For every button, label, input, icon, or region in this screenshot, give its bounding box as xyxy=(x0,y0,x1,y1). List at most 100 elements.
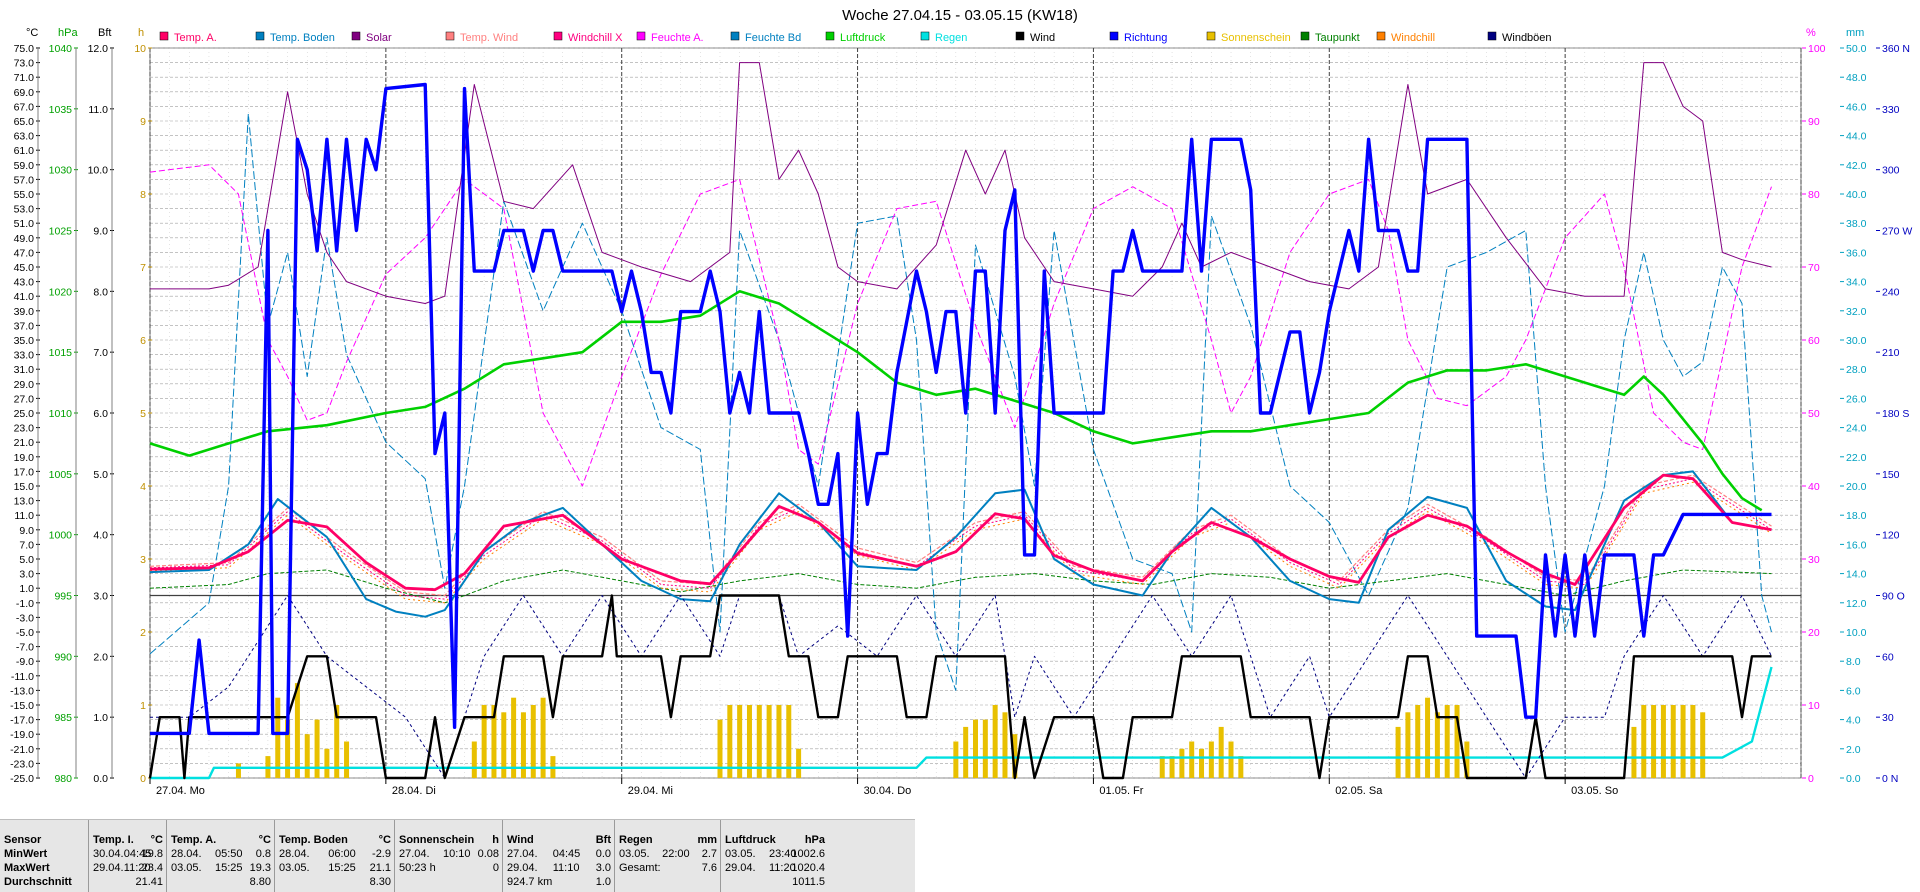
axis-tick-temp: 31.0 xyxy=(14,364,35,376)
axis-tick-mm: 14.0 xyxy=(1846,569,1867,581)
axis-tick-hpa: 1030 xyxy=(49,165,73,177)
legend-swatch xyxy=(1206,31,1216,41)
legend-label: Richtung xyxy=(1124,32,1167,44)
axis-tick-mm: 4.0 xyxy=(1846,715,1861,727)
axis-unit-mm: mm xyxy=(1846,27,1864,39)
sunshine-bar xyxy=(235,763,241,778)
axis-tick-dir: 180 S xyxy=(1882,408,1909,420)
axis-tick-h: 3 xyxy=(140,554,146,566)
stats-row: 29.04. 11:20 1020.4 xyxy=(725,862,825,874)
stats-row: 8.80 xyxy=(249,876,271,888)
axis-tick-temp: 7.0 xyxy=(19,539,34,551)
axis-tick-pct: 20 xyxy=(1808,627,1820,639)
axis-tick-mm: 18.0 xyxy=(1846,510,1867,522)
legend-label: Windchill X xyxy=(568,32,623,44)
axis-tick-mm: 32.0 xyxy=(1846,306,1867,318)
stats-row: 27.04. 04:45 0.0 xyxy=(507,848,611,860)
legend-label: Temp. Wind xyxy=(460,32,518,44)
axis-tick-temp: -23.0 xyxy=(10,758,34,770)
stats-row: 28.04. 06:00 -2.9 xyxy=(279,848,391,860)
sunshine-bar xyxy=(520,712,526,778)
stats-row: 924.7 km 1.0 xyxy=(507,876,611,888)
x-tick-label: 03.05. So xyxy=(1571,785,1618,797)
axis-tick-h: 6 xyxy=(140,335,146,347)
axis-tick-pct: 30 xyxy=(1808,554,1820,566)
stats-row: 03.05. 23:40 1002.6 xyxy=(725,848,825,860)
axis-tick-h: 4 xyxy=(140,481,146,493)
legend: Temp. A. Temp. Boden Solar Temp. Wind Windch… xyxy=(159,31,1552,44)
legend-swatch xyxy=(1376,31,1386,41)
legend-swatch xyxy=(351,31,361,41)
series-line-temp_wind xyxy=(149,474,1772,597)
axis-tick-mm: 8.0 xyxy=(1846,656,1861,668)
axis-tick-bft: 0.0 xyxy=(93,773,108,785)
axis-tick-temp: 69.0 xyxy=(14,87,35,99)
sunshine-bar xyxy=(1670,705,1676,778)
axis-tick-mm: 24.0 xyxy=(1846,423,1867,435)
legend-swatch xyxy=(255,31,265,41)
stats-col-wind: Wind Bft 27.04. 04:45 0.0 29.04. 11:10 3.0 924.7… xyxy=(502,820,615,892)
stats-header: Temp. Boden °C xyxy=(279,834,391,846)
axis-tick-temp: 13.0 xyxy=(14,496,35,508)
axis-tick-temp: 67.0 xyxy=(14,101,35,113)
axis-tick-dir: 120 xyxy=(1882,530,1900,542)
axis-tick-temp: -25.0 xyxy=(10,773,34,785)
legend-label: Feuchte Bd xyxy=(745,32,801,44)
sunshine-bar xyxy=(1189,741,1195,778)
series-lines xyxy=(148,62,1773,780)
axis-tick-hpa: 1005 xyxy=(49,469,73,481)
stats-header: Temp. A. °C xyxy=(171,834,271,846)
legend-swatch xyxy=(159,31,169,41)
axis-tick-temp: 25.0 xyxy=(14,408,35,420)
legend-label: Temp. Boden xyxy=(270,32,335,44)
axis-tick-pct: 90 xyxy=(1808,116,1820,128)
legend-swatch xyxy=(920,31,930,41)
axis-tick-mm: 0.0 xyxy=(1846,773,1861,785)
sunshine-bar xyxy=(471,741,477,778)
sunshine-bar xyxy=(324,748,330,778)
legend-label: Windböen xyxy=(1502,32,1552,44)
sunshine-bar xyxy=(1651,705,1657,778)
axis-tick-mm: 34.0 xyxy=(1846,277,1867,289)
axis-tick-temp: 5.0 xyxy=(19,554,34,566)
sunshine-bar xyxy=(1660,705,1666,778)
sunshine-bar xyxy=(1434,712,1440,778)
axis-tick-hpa: 1010 xyxy=(49,408,73,420)
stats-panel: Sensor MinWert MaxWert Durchschnitt Temp… xyxy=(0,819,915,892)
stats-row: Gesamt: 7.6 xyxy=(619,862,717,874)
axis-tick-hpa: 1035 xyxy=(49,104,73,116)
sunshine-bar xyxy=(1395,726,1401,778)
axis-tick-mm: 12.0 xyxy=(1846,598,1867,610)
axis-tick-h: 9 xyxy=(140,116,146,128)
axis-tick-temp: -15.0 xyxy=(10,700,34,712)
axis-tick-temp: 65.0 xyxy=(14,116,35,128)
sunshine-bar xyxy=(776,705,782,778)
axis-tick-h: 8 xyxy=(140,189,146,201)
axis-tick-pct: 70 xyxy=(1808,262,1820,274)
legend-label: Feuchte A. xyxy=(651,32,704,44)
axis-tick-mm: 6.0 xyxy=(1846,685,1861,697)
axis-tick-mm: 22.0 xyxy=(1846,452,1867,464)
sunshine-bar xyxy=(1228,741,1234,778)
sunshine-bar xyxy=(1464,741,1470,778)
x-tick-label: 28.04. Di xyxy=(392,785,436,797)
axis-tick-mm: 44.0 xyxy=(1846,131,1867,143)
axis-tick-dir: 300 xyxy=(1882,165,1900,177)
stats-row xyxy=(399,875,499,889)
axis-tick-bft: 10.0 xyxy=(88,165,109,177)
axis-tick-dir: 60 xyxy=(1882,651,1894,663)
axis-tick-temp: -5.0 xyxy=(16,627,34,639)
stats-row: 28.04. 05:50 0.8 xyxy=(171,848,271,860)
axis-tick-bft: 8.0 xyxy=(93,286,108,298)
axis-tick-temp: 3.0 xyxy=(19,569,34,581)
sunshine-bar xyxy=(1680,705,1686,778)
axis-tick-bft: 7.0 xyxy=(93,347,108,359)
sunshine-bar xyxy=(540,697,546,778)
axis-tick-bft: 2.0 xyxy=(93,651,108,663)
axis-tick-mm: 2.0 xyxy=(1846,744,1861,756)
axis-unit-temp: °C xyxy=(26,27,38,39)
axis-tick-temp: 1.0 xyxy=(19,583,34,595)
axis-tick-dir: 0 N xyxy=(1882,773,1898,785)
axis-tick-h: 5 xyxy=(140,408,146,420)
